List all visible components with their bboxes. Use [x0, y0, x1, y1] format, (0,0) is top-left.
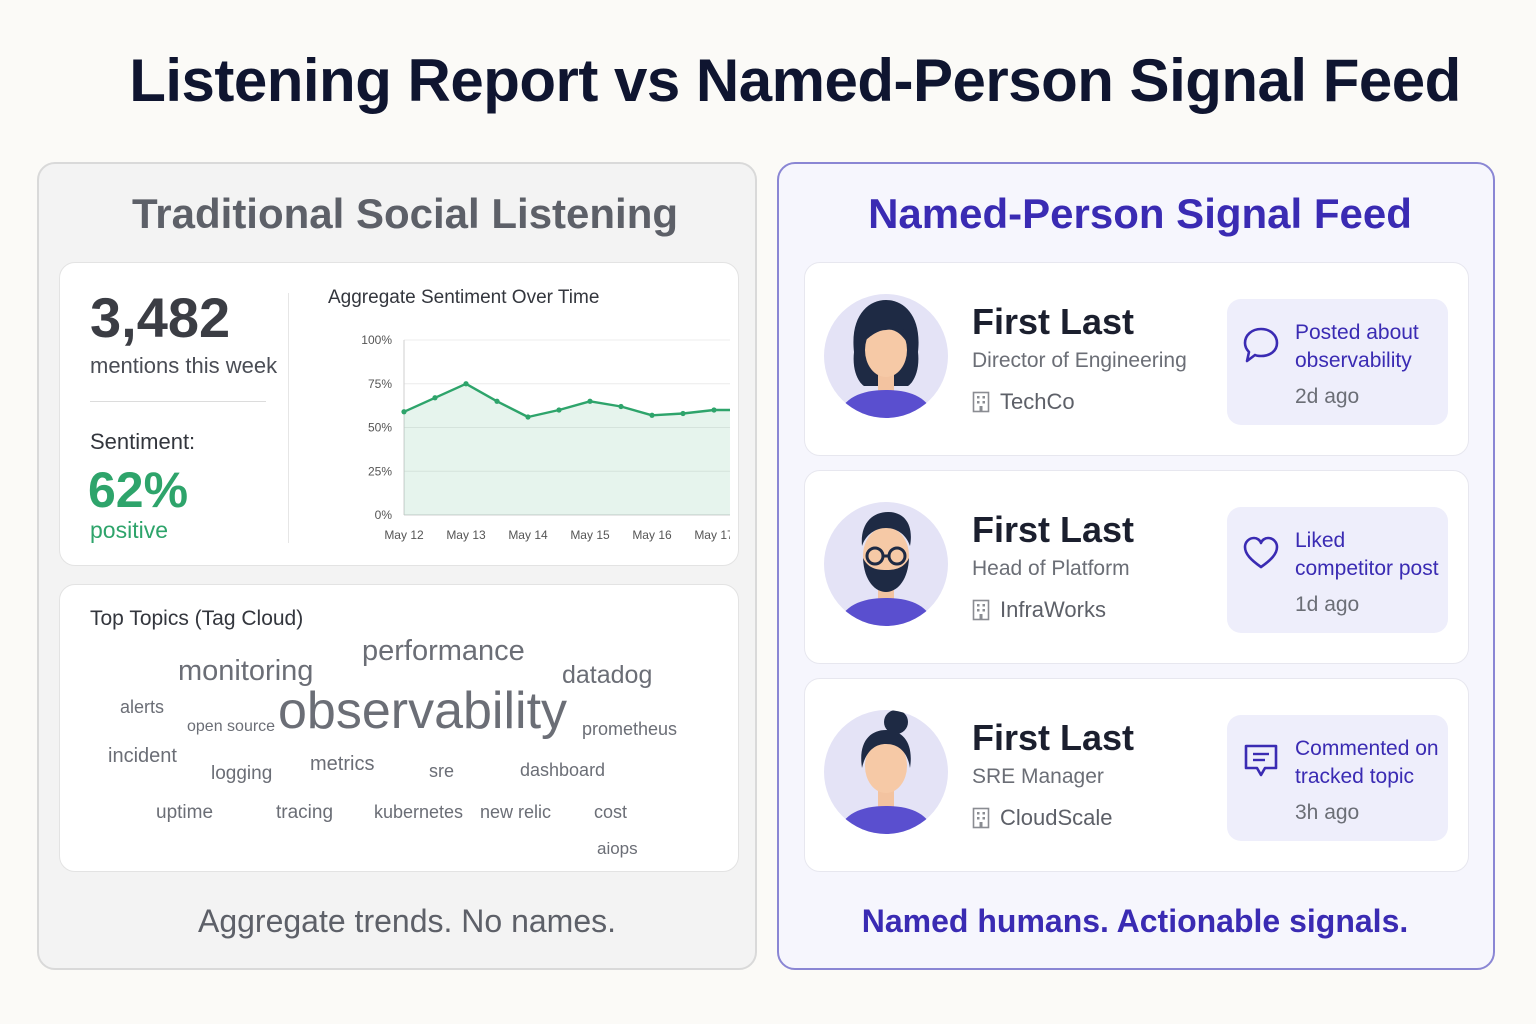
heart-icon — [1243, 536, 1279, 569]
data-point — [401, 409, 407, 415]
sentiment-sub: positive — [90, 517, 168, 543]
company-name: InfraWorks — [1000, 597, 1106, 622]
x-tick-label: May 12 — [384, 528, 424, 542]
signal-feed-panel: Named-Person Signal Feed First Last Dire… — [777, 162, 1495, 970]
x-tick-label: May 16 — [632, 528, 672, 542]
building-icon — [972, 599, 990, 621]
avatar-woman-short-hair — [824, 294, 948, 418]
tag-cloud-item: dashboard — [520, 760, 606, 780]
person-role: Head of Platform — [972, 557, 1130, 580]
left-panel-title: Traditional Social Listening — [131, 190, 679, 237]
tag-cloud-item: open source — [187, 718, 276, 735]
signal-badge[interactable]: Commented on tracked topic 3h ago — [1227, 715, 1448, 841]
tag-cloud-item: incident — [108, 745, 177, 767]
data-point — [711, 407, 717, 413]
signal-time: 3h ago — [1295, 801, 1360, 824]
y-tick-label: 50% — [368, 421, 392, 435]
person-company: InfraWorks — [972, 597, 1106, 623]
y-tick-label: 25% — [368, 464, 392, 478]
series-area — [404, 383, 730, 515]
x-tick-label: May 14 — [508, 528, 548, 542]
x-tick-label: May 17 — [694, 528, 730, 542]
tag-cloud-item: logging — [211, 763, 273, 784]
signal-text: Posted about observability — [1295, 321, 1419, 372]
tag-cloud-card: Top Topics (Tag Cloud) performance monito… — [59, 584, 739, 872]
building-icon — [972, 391, 990, 413]
avatar-man-beard-glasses — [824, 502, 948, 626]
person-name[interactable]: First Last — [972, 509, 1135, 550]
company-name: TechCo — [1000, 389, 1075, 414]
left-panel-footer: Aggregate trends. No names. — [197, 903, 616, 939]
tag-cloud-item: kubernetes — [374, 802, 464, 822]
data-point — [587, 398, 593, 404]
person-card[interactable]: First Last Head of Platform InfraWorks L… — [804, 470, 1469, 664]
signal-badge[interactable]: Liked competitor post 1d ago — [1227, 507, 1448, 633]
person-company: CloudScale — [972, 805, 1113, 831]
chart-title: Aggregate Sentiment Over Time — [328, 287, 600, 308]
tag-cloud-item: datadog — [562, 661, 653, 689]
tag-cloud-item: performance — [362, 635, 525, 667]
person-name[interactable]: First Last — [972, 301, 1135, 342]
person-role: Director of Engineering — [972, 349, 1187, 372]
data-point — [680, 410, 686, 417]
data-point — [432, 395, 438, 401]
data-point — [494, 398, 500, 404]
building-icon — [972, 807, 990, 829]
tag-cloud-item: observability — [278, 682, 568, 740]
person-role: SRE Manager — [972, 765, 1104, 788]
vertical-divider — [288, 293, 289, 543]
tag-cloud-item: prometheus — [582, 719, 678, 739]
tag-cloud-title: Top Topics (Tag Cloud) — [90, 607, 304, 630]
metrics-card: 3,482 mentions this week Sentiment: 62% … — [59, 262, 739, 566]
tag-cloud-item: metrics — [310, 753, 375, 775]
x-tick-label: May 15 — [570, 528, 610, 542]
signal-text: Liked competitor post — [1295, 529, 1439, 580]
tag-cloud-item: tracing — [276, 802, 334, 823]
sentiment-label: Sentiment: — [90, 429, 196, 454]
right-panel-footer: Named humans. Actionable signals. — [861, 903, 1409, 939]
avatar-woman-bun-hair — [824, 710, 948, 834]
tag-cloud-item: cost — [594, 802, 628, 822]
tag-cloud-item: aiops — [597, 839, 638, 858]
sentiment-chart: 0% 25% 50% 75% 100% May 12 May 13 May 14 May 15 M… — [361, 333, 730, 542]
signal-time: 1d ago — [1295, 593, 1360, 616]
tag-cloud-item: sre — [429, 761, 455, 781]
data-point — [649, 412, 655, 418]
data-point — [556, 407, 562, 413]
sentiment-value: 62% — [88, 462, 189, 518]
tag-cloud-item: alerts — [120, 697, 165, 717]
person-card[interactable]: First Last Director of Engineering TechC… — [804, 262, 1469, 456]
mentions-count: 3,482 — [90, 286, 231, 349]
x-tick-label: May 13 — [446, 528, 486, 542]
company-name: CloudScale — [1000, 805, 1113, 830]
data-point — [525, 414, 531, 420]
person-card[interactable]: First Last SRE Manager CloudScale Commen… — [804, 678, 1469, 872]
metric-divider — [90, 401, 266, 402]
y-tick-label: 0% — [375, 508, 393, 522]
comment-icon — [1244, 744, 1278, 777]
tag-cloud-item: uptime — [156, 802, 214, 823]
traditional-listening-panel: Traditional Social Listening 3,482 menti… — [37, 162, 757, 970]
data-point — [463, 381, 469, 387]
person-name[interactable]: First Last — [972, 717, 1135, 758]
mentions-label: mentions this week — [90, 353, 278, 378]
person-company: TechCo — [972, 389, 1075, 415]
signal-text: Commented on tracked topic — [1295, 737, 1439, 788]
tag-cloud-item: monitoring — [178, 655, 314, 687]
chat-bubble-icon — [1243, 327, 1279, 363]
y-tick-label: 100% — [361, 333, 392, 347]
signal-time: 2d ago — [1295, 385, 1360, 408]
right-panel-title: Named-Person Signal Feed — [868, 190, 1412, 237]
tag-cloud-item: new relic — [480, 802, 552, 822]
y-tick-label: 75% — [368, 377, 392, 391]
data-point — [618, 403, 624, 410]
page-title: Listening Report vs Named-Person Signal … — [129, 47, 1461, 114]
signal-badge[interactable]: Posted about observability 2d ago — [1227, 299, 1448, 425]
